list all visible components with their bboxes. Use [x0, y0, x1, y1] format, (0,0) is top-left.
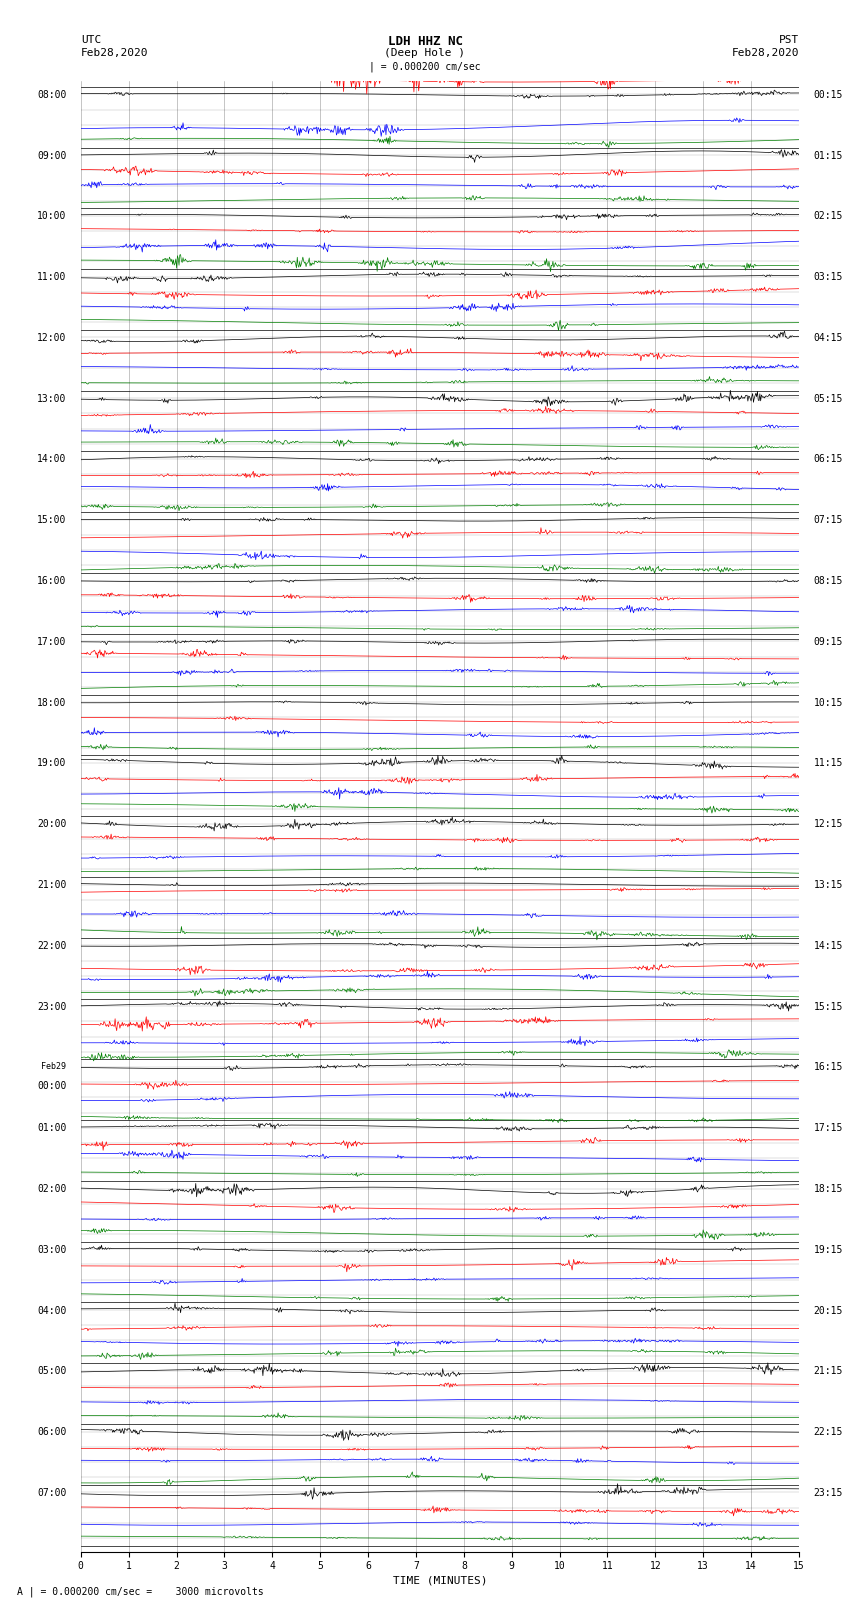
Text: 20:00: 20:00 — [37, 819, 66, 829]
Text: 19:15: 19:15 — [813, 1245, 842, 1255]
Text: 15:15: 15:15 — [813, 1002, 842, 1011]
X-axis label: TIME (MINUTES): TIME (MINUTES) — [393, 1576, 487, 1586]
Text: 04:00: 04:00 — [37, 1305, 66, 1316]
Text: UTC: UTC — [81, 35, 101, 45]
Text: 13:00: 13:00 — [37, 394, 66, 403]
Text: 14:00: 14:00 — [37, 455, 66, 465]
Text: 05:15: 05:15 — [813, 394, 842, 403]
Text: 18:15: 18:15 — [813, 1184, 842, 1194]
Text: 20:15: 20:15 — [813, 1305, 842, 1316]
Text: 05:00: 05:00 — [37, 1366, 66, 1376]
Text: PST: PST — [779, 35, 799, 45]
Text: Feb29: Feb29 — [42, 1063, 66, 1071]
Text: 22:00: 22:00 — [37, 940, 66, 950]
Text: 12:00: 12:00 — [37, 332, 66, 344]
Text: 21:15: 21:15 — [813, 1366, 842, 1376]
Text: 17:15: 17:15 — [813, 1123, 842, 1134]
Text: 08:00: 08:00 — [37, 90, 66, 100]
Text: 03:00: 03:00 — [37, 1245, 66, 1255]
Text: 11:15: 11:15 — [813, 758, 842, 768]
Text: 09:15: 09:15 — [813, 637, 842, 647]
Text: 17:00: 17:00 — [37, 637, 66, 647]
Text: 15:00: 15:00 — [37, 515, 66, 526]
Text: Feb28,2020: Feb28,2020 — [81, 48, 148, 58]
Text: A | = 0.000200 cm/sec =    3000 microvolts: A | = 0.000200 cm/sec = 3000 microvolts — [17, 1586, 264, 1597]
Text: 01:00: 01:00 — [37, 1123, 66, 1134]
Text: 01:15: 01:15 — [813, 150, 842, 161]
Text: 06:00: 06:00 — [37, 1428, 66, 1437]
Text: 02:00: 02:00 — [37, 1184, 66, 1194]
Text: 23:00: 23:00 — [37, 1002, 66, 1011]
Text: 07:15: 07:15 — [813, 515, 842, 526]
Text: 07:00: 07:00 — [37, 1487, 66, 1498]
Text: 10:15: 10:15 — [813, 698, 842, 708]
Text: 06:15: 06:15 — [813, 455, 842, 465]
Text: 00:15: 00:15 — [813, 90, 842, 100]
Text: 16:00: 16:00 — [37, 576, 66, 586]
Text: 12:15: 12:15 — [813, 819, 842, 829]
Text: 16:15: 16:15 — [813, 1063, 842, 1073]
Text: 13:15: 13:15 — [813, 881, 842, 890]
Text: 22:15: 22:15 — [813, 1428, 842, 1437]
Text: 09:00: 09:00 — [37, 150, 66, 161]
Text: 03:15: 03:15 — [813, 273, 842, 282]
Text: Feb28,2020: Feb28,2020 — [732, 48, 799, 58]
Text: 10:00: 10:00 — [37, 211, 66, 221]
Text: 04:15: 04:15 — [813, 332, 842, 344]
Text: 23:15: 23:15 — [813, 1487, 842, 1498]
Text: 11:00: 11:00 — [37, 273, 66, 282]
Text: 18:00: 18:00 — [37, 698, 66, 708]
Text: | = 0.000200 cm/sec: | = 0.000200 cm/sec — [369, 61, 481, 73]
Text: 14:15: 14:15 — [813, 940, 842, 950]
Text: 08:15: 08:15 — [813, 576, 842, 586]
Text: 00:00: 00:00 — [37, 1081, 66, 1090]
Text: 02:15: 02:15 — [813, 211, 842, 221]
Text: 21:00: 21:00 — [37, 881, 66, 890]
Text: 19:00: 19:00 — [37, 758, 66, 768]
Text: LDH HHZ NC: LDH HHZ NC — [388, 35, 462, 48]
Text: (Deep Hole ): (Deep Hole ) — [384, 48, 466, 58]
